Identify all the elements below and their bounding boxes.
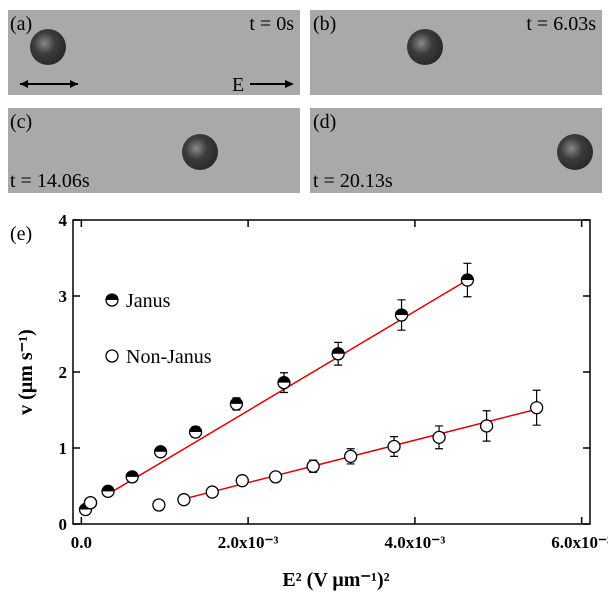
marker-ring: [105, 349, 119, 363]
marker-ring: [235, 474, 249, 488]
x-tick-label: 2.0x10⁻³: [218, 533, 279, 552]
marker: [235, 474, 249, 488]
panel-label: (a): [10, 13, 32, 35]
time-label: t = 14.06s: [10, 170, 90, 192]
marker-fill: [307, 460, 320, 473]
marker-ring: [101, 484, 115, 498]
marker-ring: [331, 347, 345, 361]
arrow-head: [285, 80, 294, 88]
marker-ring: [344, 449, 358, 464]
marker-ring: [268, 470, 283, 484]
marker-fill: [206, 486, 219, 499]
marker-fill: [84, 496, 97, 509]
marker: [479, 419, 494, 433]
panel-label: (b): [313, 13, 336, 35]
marker-ring: [529, 401, 544, 415]
marker: [387, 439, 401, 454]
marker-fill: [530, 401, 543, 414]
marker: [177, 493, 191, 507]
marker-fill: [344, 450, 357, 463]
y-tick-label: 0: [59, 515, 68, 534]
marker: [105, 293, 119, 307]
marker-fill: [152, 499, 165, 511]
x-tick-label: 0.0: [71, 533, 92, 552]
marker: [529, 401, 544, 415]
marker: [277, 375, 291, 390]
time-label: t = 20.13s: [313, 170, 393, 192]
marker-ring: [460, 273, 475, 287]
marker-ring: [306, 459, 320, 473]
marker-ring: [432, 430, 446, 445]
marker-ring: [153, 445, 168, 459]
legend-label: Janus: [126, 290, 171, 312]
panel-label: (e): [10, 223, 32, 245]
particle: [557, 134, 593, 170]
panel-label: (d): [313, 111, 336, 133]
marker-ring: [387, 439, 401, 454]
marker-fill: [236, 474, 249, 487]
particle: [407, 29, 443, 65]
marker-ring: [479, 419, 494, 433]
marker-ring: [83, 496, 98, 510]
marker: [331, 347, 345, 361]
marker: [394, 308, 409, 322]
marker: [268, 470, 283, 484]
marker: [188, 425, 203, 439]
marker-ring: [105, 293, 119, 307]
marker-ring: [188, 425, 203, 439]
marker-fill: [388, 440, 401, 453]
marker-ring: [229, 397, 244, 411]
marker: [101, 484, 115, 498]
marker: [344, 449, 358, 464]
marker: [229, 397, 244, 411]
y-tick-label: 1: [59, 439, 68, 458]
marker-fill: [433, 431, 446, 444]
marker-ring: [205, 485, 219, 499]
marker: [460, 273, 475, 287]
panel-d: (d) t = 20.13s: [310, 108, 602, 193]
marker: [125, 470, 139, 484]
micrograph: [310, 108, 602, 193]
micrograph: [310, 10, 602, 95]
time-label: t = 6.03s: [526, 13, 596, 35]
marker: [205, 485, 219, 499]
x-tick-label: 6.0x10⁻³: [551, 533, 608, 552]
y-tick-label: 3: [59, 287, 68, 306]
marker-ring: [394, 308, 409, 322]
field-label: E: [232, 74, 244, 96]
y-tick-label: 2: [59, 363, 68, 382]
particle: [30, 29, 66, 65]
marker-ring: [177, 493, 191, 507]
marker-ring: [125, 470, 139, 484]
y-axis-label: v (μm s⁻¹): [15, 329, 37, 415]
marker: [306, 459, 320, 473]
marker: [152, 498, 166, 512]
plot-frame: [72, 219, 591, 525]
particle: [182, 134, 218, 170]
panel-label: (c): [10, 111, 32, 133]
marker-fill: [106, 350, 118, 362]
marker-fill: [177, 493, 190, 506]
marker-ring: [152, 498, 166, 512]
x-tick-label: 4.0x10⁻³: [384, 533, 445, 552]
time-label: t = 0s: [249, 13, 294, 35]
marker: [432, 430, 446, 445]
marker: [153, 445, 168, 459]
x-axis-label: E² (V μm⁻¹)²: [282, 569, 389, 591]
micrograph: [8, 108, 300, 193]
marker: [105, 349, 119, 363]
y-tick-label: 4: [59, 211, 68, 230]
panel-c: (c) t = 14.06s: [8, 108, 300, 193]
legend-label: Non-Janus: [126, 346, 212, 368]
marker: [83, 496, 98, 510]
marker-ring: [277, 375, 291, 390]
panel-a: (a) t = 0s E: [8, 10, 300, 96]
panel-b: (b) t = 6.03s: [310, 10, 602, 95]
marker-fill: [269, 470, 282, 483]
marker-fill: [480, 419, 493, 432]
